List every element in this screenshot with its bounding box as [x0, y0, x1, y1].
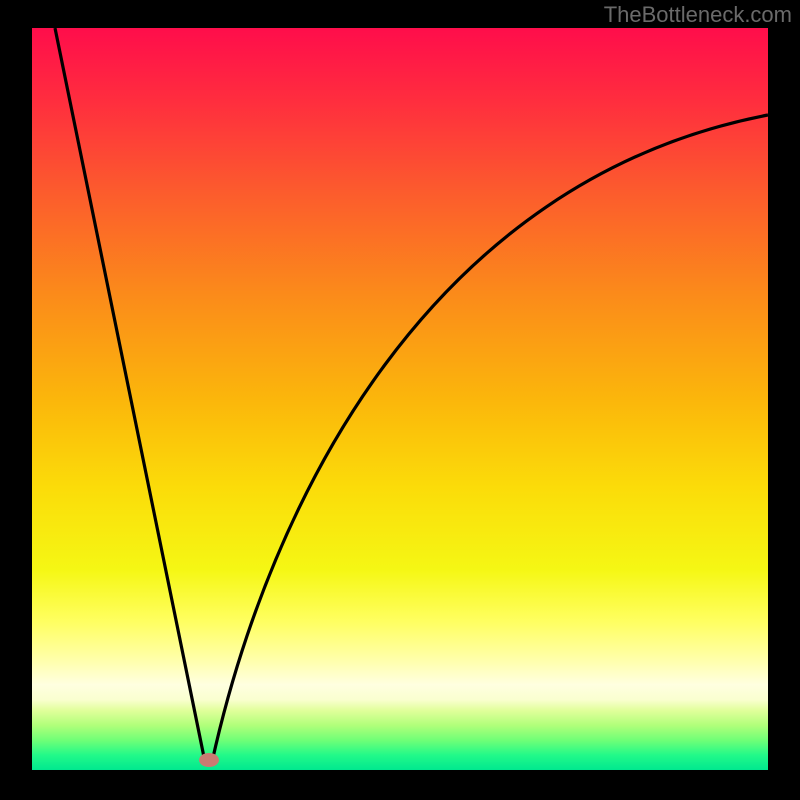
plot-background: [32, 28, 768, 770]
bottleneck-chart: [0, 0, 800, 800]
optimum-marker: [199, 753, 219, 767]
chart-container: { "watermark": { "text": "TheBottleneck.…: [0, 0, 800, 800]
watermark-text: TheBottleneck.com: [604, 2, 792, 28]
